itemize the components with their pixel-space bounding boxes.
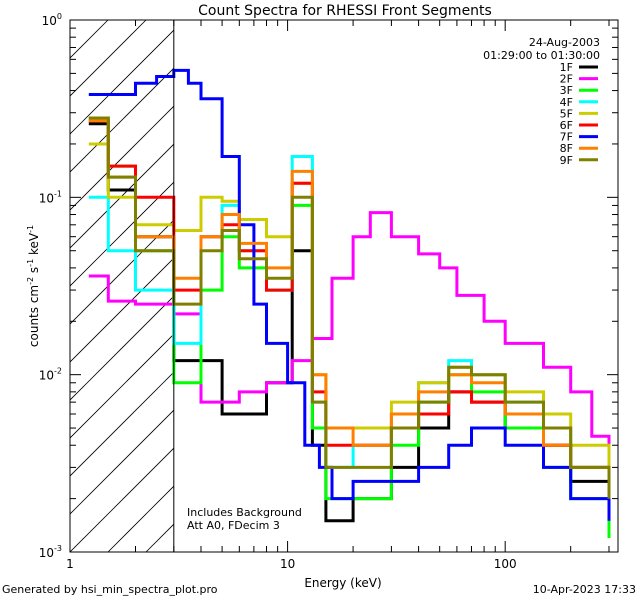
series-8F-line	[88, 119, 611, 499]
date-annotation: 24-Aug-2003	[529, 36, 600, 49]
series-2F-line	[88, 211, 611, 446]
y-label-s: s	[27, 267, 41, 277]
y-label-exp1: -2	[26, 277, 35, 285]
y-label-exp3: -1	[26, 225, 35, 233]
x-tick-label-1: 1	[66, 557, 74, 571]
series-7F-line	[88, 68, 611, 521]
y-tick-label--3: 10-3	[39, 544, 62, 560]
hatch-line-3	[70, 29, 174, 135]
hatch-line-10	[70, 295, 174, 401]
series-group	[88, 68, 611, 538]
x-tick-label-10: 10	[280, 557, 295, 571]
background-note: Includes Background	[187, 506, 302, 519]
series-6F-line	[88, 119, 611, 499]
time-range-annotation: 01:29:00 to 01:30:00	[483, 49, 600, 62]
hatched-region	[70, 20, 174, 552]
hatch-line-8	[70, 219, 174, 325]
legend-label-7F: 7F	[560, 131, 573, 144]
hatch-line-1	[70, 20, 109, 59]
series-4F-line	[88, 155, 611, 499]
hatch-line-2	[70, 20, 147, 97]
legend-label-8F: 8F	[560, 142, 573, 155]
generated-by-footer: Generated by hsi_min_spectra_plot.pro	[2, 583, 218, 596]
series-9F-line	[88, 116, 611, 499]
legend-label-4F: 4F	[560, 96, 573, 109]
axes-group: 1 10 100 10-3 10-2 10-1 100	[39, 12, 618, 571]
y-tick-label-0: 100	[42, 12, 62, 28]
y-label-base: counts cm	[27, 285, 41, 347]
legend-label-1F: 1F	[560, 61, 573, 74]
hatch-line-11	[70, 333, 174, 439]
series-1F-line	[88, 122, 611, 523]
hatch-line-7	[70, 181, 174, 287]
y-label-kev: keV	[27, 232, 41, 259]
y-tick-label--1: 10-1	[39, 189, 62, 205]
series-3F-line	[88, 116, 611, 538]
hatch-line-4	[70, 67, 174, 173]
timestamp-footer: 10-Apr-2023 17:33	[532, 583, 636, 596]
hatch-line-5	[70, 105, 174, 211]
legend-label-3F: 3F	[560, 84, 573, 97]
y-label-exp2: -1	[26, 259, 35, 267]
hatch-line-14	[70, 447, 174, 552]
hatch-line-12	[70, 371, 174, 477]
attenuator-note: Att A0, FDecim 3	[187, 519, 280, 532]
y-axis-label: counts cm-2 s-1 keV-1	[26, 225, 41, 347]
x-tick-label-100: 100	[494, 557, 517, 571]
hatch-line-9	[70, 257, 174, 363]
legend-label-9F: 9F	[560, 154, 573, 167]
legend-label-5F: 5F	[560, 107, 573, 120]
series-5F-line	[88, 142, 611, 468]
plot-frame	[69, 19, 619, 553]
hatch-line-13	[70, 409, 174, 515]
y-tick-label--2: 10-2	[39, 367, 62, 383]
chart-title: Count Spectra for RHESSI Front Segments	[198, 3, 492, 19]
legend-label-6F: 6F	[560, 119, 573, 132]
legend-label-2F: 2F	[560, 73, 573, 86]
x-axis-label: Energy (keV)	[304, 576, 381, 590]
